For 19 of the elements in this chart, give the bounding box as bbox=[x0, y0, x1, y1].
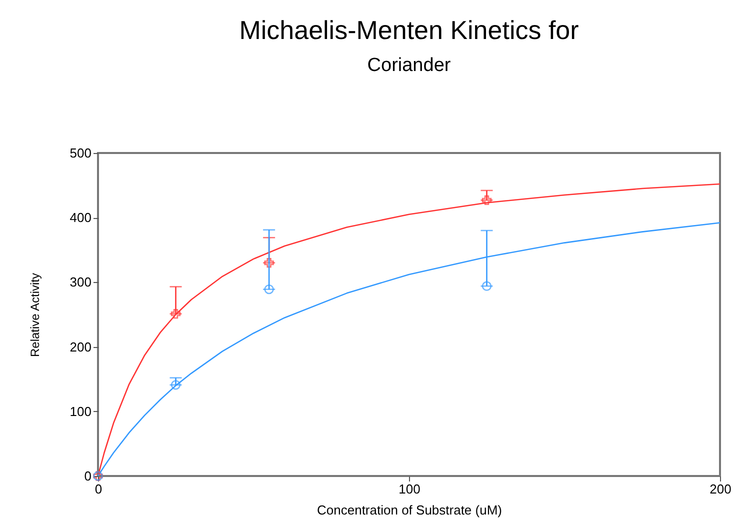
y-axis-title: Relative Activity bbox=[28, 272, 42, 358]
point bbox=[482, 195, 492, 205]
point bbox=[264, 284, 274, 294]
y-tick-label: 500 bbox=[70, 146, 92, 160]
x-tick-label: 100 bbox=[398, 482, 420, 496]
y-tick-label: 200 bbox=[70, 339, 92, 354]
y-tick-label: 100 bbox=[70, 404, 92, 419]
x-axis-title: Concentration of Substrate (uM) bbox=[317, 502, 502, 518]
point bbox=[482, 281, 492, 291]
chart-title: Michaelis-Menten Kinetics for bbox=[239, 15, 580, 45]
x-tick-label: 200 bbox=[710, 482, 732, 496]
point bbox=[264, 258, 274, 268]
y-tick-label: 400 bbox=[70, 210, 92, 226]
y-tick-label: 0 bbox=[84, 468, 92, 484]
x-tick-label: 0 bbox=[94, 482, 102, 496]
point bbox=[170, 380, 181, 390]
point bbox=[170, 309, 181, 319]
chart-subtitle: Coriander bbox=[367, 55, 452, 76]
y-tick-label: 300 bbox=[70, 274, 92, 290]
